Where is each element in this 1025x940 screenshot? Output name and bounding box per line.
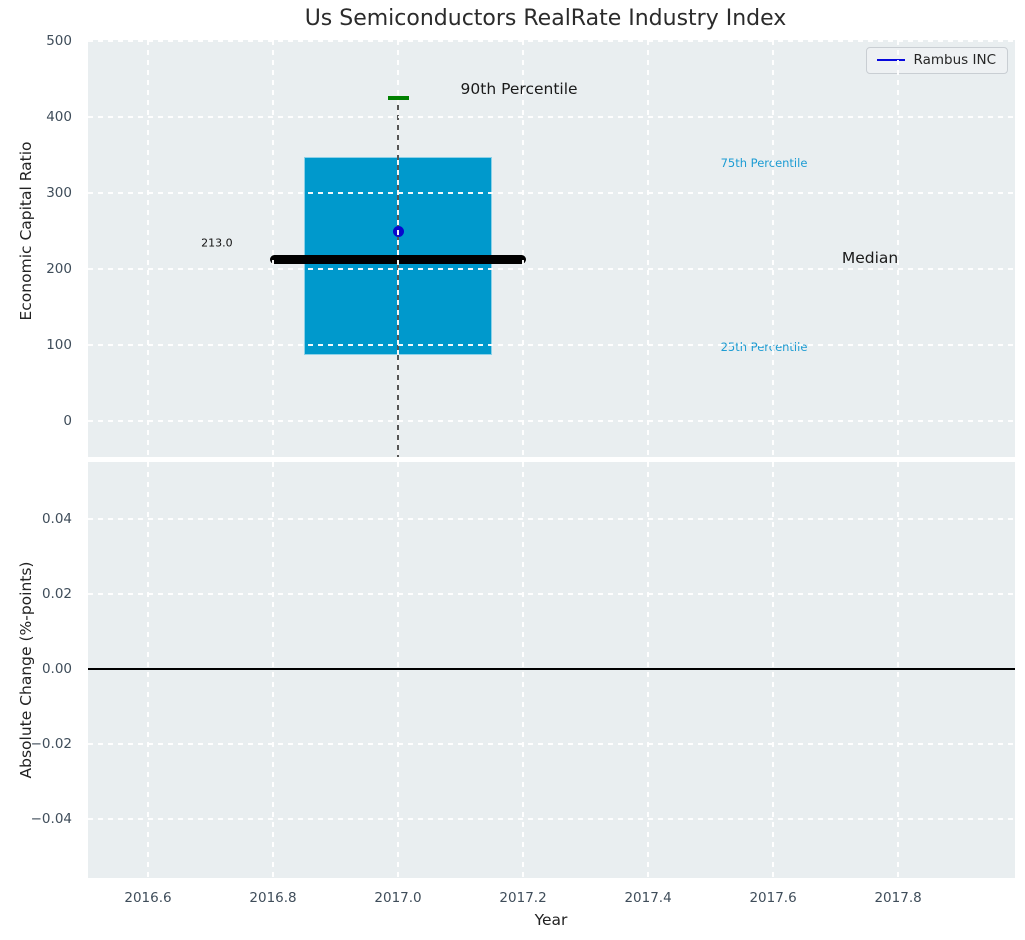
- y-tick-label: 300: [0, 185, 72, 201]
- x-tick-label: 2016.6: [103, 890, 193, 906]
- x-tick-label: 2017.2: [478, 890, 568, 906]
- y-tick-label: 100: [0, 337, 72, 353]
- p75-label: 75th Percentile: [721, 156, 808, 170]
- x-tick-label: 2017.8: [853, 890, 943, 906]
- axes-bottom: [88, 462, 1015, 878]
- gridline-horizontal: [88, 818, 1015, 820]
- gridline-vertical: [397, 40, 399, 457]
- gridline-horizontal: [88, 116, 1015, 118]
- gridline-vertical: [147, 40, 149, 457]
- x-tick-label: 2017.0: [353, 890, 443, 906]
- legend: Rambus INC: [866, 47, 1008, 74]
- y-tick-label: −0.04: [0, 811, 72, 827]
- gridline-horizontal: [88, 420, 1015, 422]
- y-tick-label: 0: [0, 413, 72, 429]
- legend-line-sample: [877, 59, 905, 62]
- gridline-horizontal: [88, 268, 1015, 270]
- x-tick-label: 2017.4: [603, 890, 693, 906]
- gridline-vertical: [522, 40, 524, 457]
- p25-label: 25th Percentile: [721, 340, 808, 354]
- figure: Us Semiconductors RealRate Industry Inde…: [0, 0, 1025, 940]
- y-tick-label: 400: [0, 109, 72, 125]
- median-label: Median: [842, 249, 898, 267]
- median-value-label: 213.0: [201, 237, 233, 250]
- y-tick-label: 0.04: [0, 511, 72, 527]
- y-tick-label: 500: [0, 33, 72, 49]
- gridline-horizontal: [88, 593, 1015, 595]
- x-axis-label: Year: [535, 911, 568, 929]
- legend-label: Rambus INC: [914, 52, 996, 68]
- gridline-horizontal: [88, 40, 1015, 42]
- gridline-horizontal: [88, 518, 1015, 520]
- chart-title: Us Semiconductors RealRate Industry Inde…: [88, 6, 1003, 31]
- gridline-vertical: [647, 40, 649, 457]
- gridline-vertical: [272, 40, 274, 457]
- x-tick-label: 2016.8: [228, 890, 318, 906]
- gridline-horizontal: [88, 192, 1015, 194]
- y-tick-label: 0.02: [0, 586, 72, 602]
- x-tick-label: 2017.6: [728, 890, 818, 906]
- zero-line: [88, 668, 1015, 671]
- y-tick-label: 0.00: [0, 661, 72, 677]
- gridline-horizontal: [88, 743, 1015, 745]
- y-tick-label: −0.02: [0, 736, 72, 752]
- y-tick-label: 200: [0, 261, 72, 277]
- p90-label: 90th Percentile: [461, 80, 578, 98]
- gridline-vertical: [897, 40, 899, 457]
- axes-top: 213.0 90th Percentile 75th Percentile Media…: [88, 40, 1015, 457]
- gridline-horizontal: [88, 344, 1015, 346]
- gridline-vertical: [772, 40, 774, 457]
- y-axis-label-top: Economic Capital Ratio: [17, 141, 35, 320]
